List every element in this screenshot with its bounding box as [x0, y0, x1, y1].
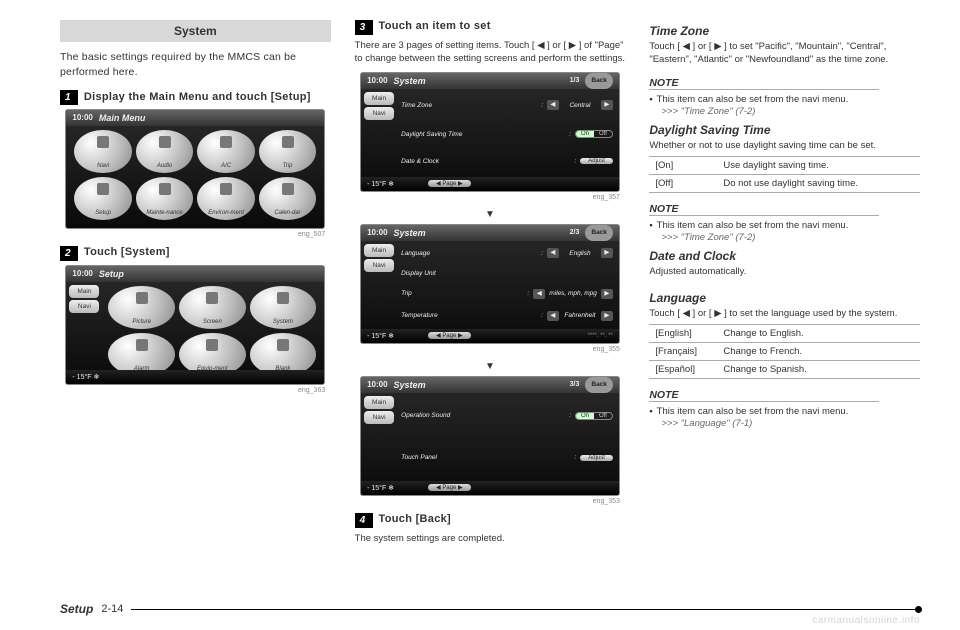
page-footer: Setup 2-14 [60, 602, 920, 616]
footer-rule [131, 609, 920, 610]
screenshot-system-1: 10:00System1/3BackMainNaviTime Zone: ◀Ce… [360, 72, 620, 192]
screenshot-system-3: 10:00System3/3BackMainNaviOperation Soun… [360, 376, 620, 496]
note-bullet: •This item can also be set from the navi… [649, 219, 920, 232]
menu-icon[interactable]: Audio [136, 130, 193, 173]
main-menu-icons: NaviAudioA/CTrip SetupMainte-nanceEnviron… [74, 130, 316, 220]
screenshot-system-2: 10:00System2/3BackMainNaviLanguage: ◀Eng… [360, 224, 620, 344]
date-clock-body: Adjusted automatically. [649, 265, 920, 278]
menu-icon[interactable]: Setup [74, 177, 131, 220]
page-columns: System The basic settings required by th… [60, 20, 920, 580]
caption: eng_357 [360, 194, 620, 201]
caption: eng_353 [360, 498, 620, 505]
down-arrow-icon: ▼ [355, 361, 626, 372]
note-bullet: •This item can also be set from the navi… [649, 93, 920, 106]
step-4-title: Touch [Back] [379, 513, 451, 525]
menu-icon[interactable]: Calen-dar [259, 177, 316, 220]
step-1-text: Display the Main Menu and touch [Setup] [84, 90, 311, 105]
heading-date-clock: Date and Clock [649, 249, 920, 263]
screenshot-main-menu: 10:00 Main Menu NaviAudioA/CTrip SetupMai… [65, 109, 325, 229]
time-zone-body: Touch [ ◀ ] or [ ▶ ] to set "Pacific", "… [649, 40, 920, 67]
column-1: System The basic settings required by th… [60, 20, 331, 580]
menu-icon[interactable]: Environ-ment [197, 177, 254, 220]
side-tab[interactable]: Main [69, 285, 99, 298]
watermark: carmanualsonline.info [812, 615, 920, 626]
menu-icon[interactable]: Mainte-nance [136, 177, 193, 220]
note-header: NOTE [649, 389, 838, 402]
step-1: 1 Display the Main Menu and touch [Setup… [60, 90, 331, 105]
side-tab[interactable]: Navi [69, 300, 99, 313]
note-ref: >>> "Language" (7-1) [661, 418, 920, 429]
menu-icon[interactable]: System [250, 286, 317, 329]
menu-icon[interactable]: Picture [108, 286, 175, 329]
note-header: NOTE [649, 203, 838, 216]
step-4: 4 Touch [Back] [355, 513, 626, 528]
column-2: 3 Touch an item to set There are 3 pages… [355, 20, 626, 580]
step-3: 3 Touch an item to set [355, 20, 626, 35]
step-3-body: There are 3 pages of setting items. Touc… [355, 39, 626, 66]
screen-title: Main Menu [99, 110, 318, 126]
clock: 10:00 [72, 110, 92, 126]
screen-title: Setup [99, 266, 318, 282]
step-2: 2 Touch [System] [60, 246, 331, 261]
menu-icon[interactable]: A/C [197, 130, 254, 173]
footer-section: Setup [60, 602, 93, 616]
menu-icon[interactable]: Navi [74, 130, 131, 173]
language-body: Touch [ ◀ ] or [ ▶ ] to set the language… [649, 307, 920, 320]
setup-icons: PictureScreenSystemAlarmEquip-mentBlank [108, 286, 316, 376]
screenshot-setup: 10:00 Setup Main Navi PictureScreenSystem… [65, 265, 325, 385]
caption: eng_507 [65, 231, 325, 238]
menu-icon[interactable]: Trip [259, 130, 316, 173]
language-table: [English]Change to English.[Français]Cha… [649, 324, 920, 379]
menu-icon[interactable]: Screen [179, 286, 246, 329]
section-header: System [60, 20, 331, 42]
temperature: - 15°F ❄ [72, 373, 99, 381]
step-2-text: Touch [System] [84, 246, 170, 258]
note-bullet: •This item can also be set from the navi… [649, 405, 920, 418]
note-header: NOTE [649, 77, 838, 90]
caption: eng_363 [65, 387, 325, 394]
clock: 10:00 [72, 266, 92, 282]
note-ref: >>> "Time Zone" (7-2) [661, 232, 920, 243]
down-arrow-icon: ▼ [355, 209, 626, 220]
step-badge: 2 [60, 246, 78, 261]
note-ref: >>> "Time Zone" (7-2) [661, 106, 920, 117]
column-3: Time Zone Touch [ ◀ ] or [ ▶ ] to set "P… [649, 20, 920, 580]
side-tabs: Main Navi [66, 282, 102, 384]
step-4-body: The system settings are completed. [355, 532, 626, 545]
heading-dst: Daylight Saving Time [649, 123, 920, 137]
caption: eng_355 [360, 346, 620, 353]
intro-text: The basic settings required by the MMCS … [60, 50, 331, 80]
footer-page: 2-14 [101, 603, 123, 615]
dst-table: [On]Use daylight saving time.[Off]Do not… [649, 156, 920, 193]
step-badge: 4 [355, 513, 373, 528]
heading-time-zone: Time Zone [649, 24, 920, 38]
dst-body: Whether or not to use daylight saving ti… [649, 139, 920, 152]
step-badge: 1 [60, 90, 78, 105]
step-badge: 3 [355, 20, 373, 35]
step-3-title: Touch an item to set [379, 20, 491, 32]
heading-language: Language [649, 291, 920, 305]
